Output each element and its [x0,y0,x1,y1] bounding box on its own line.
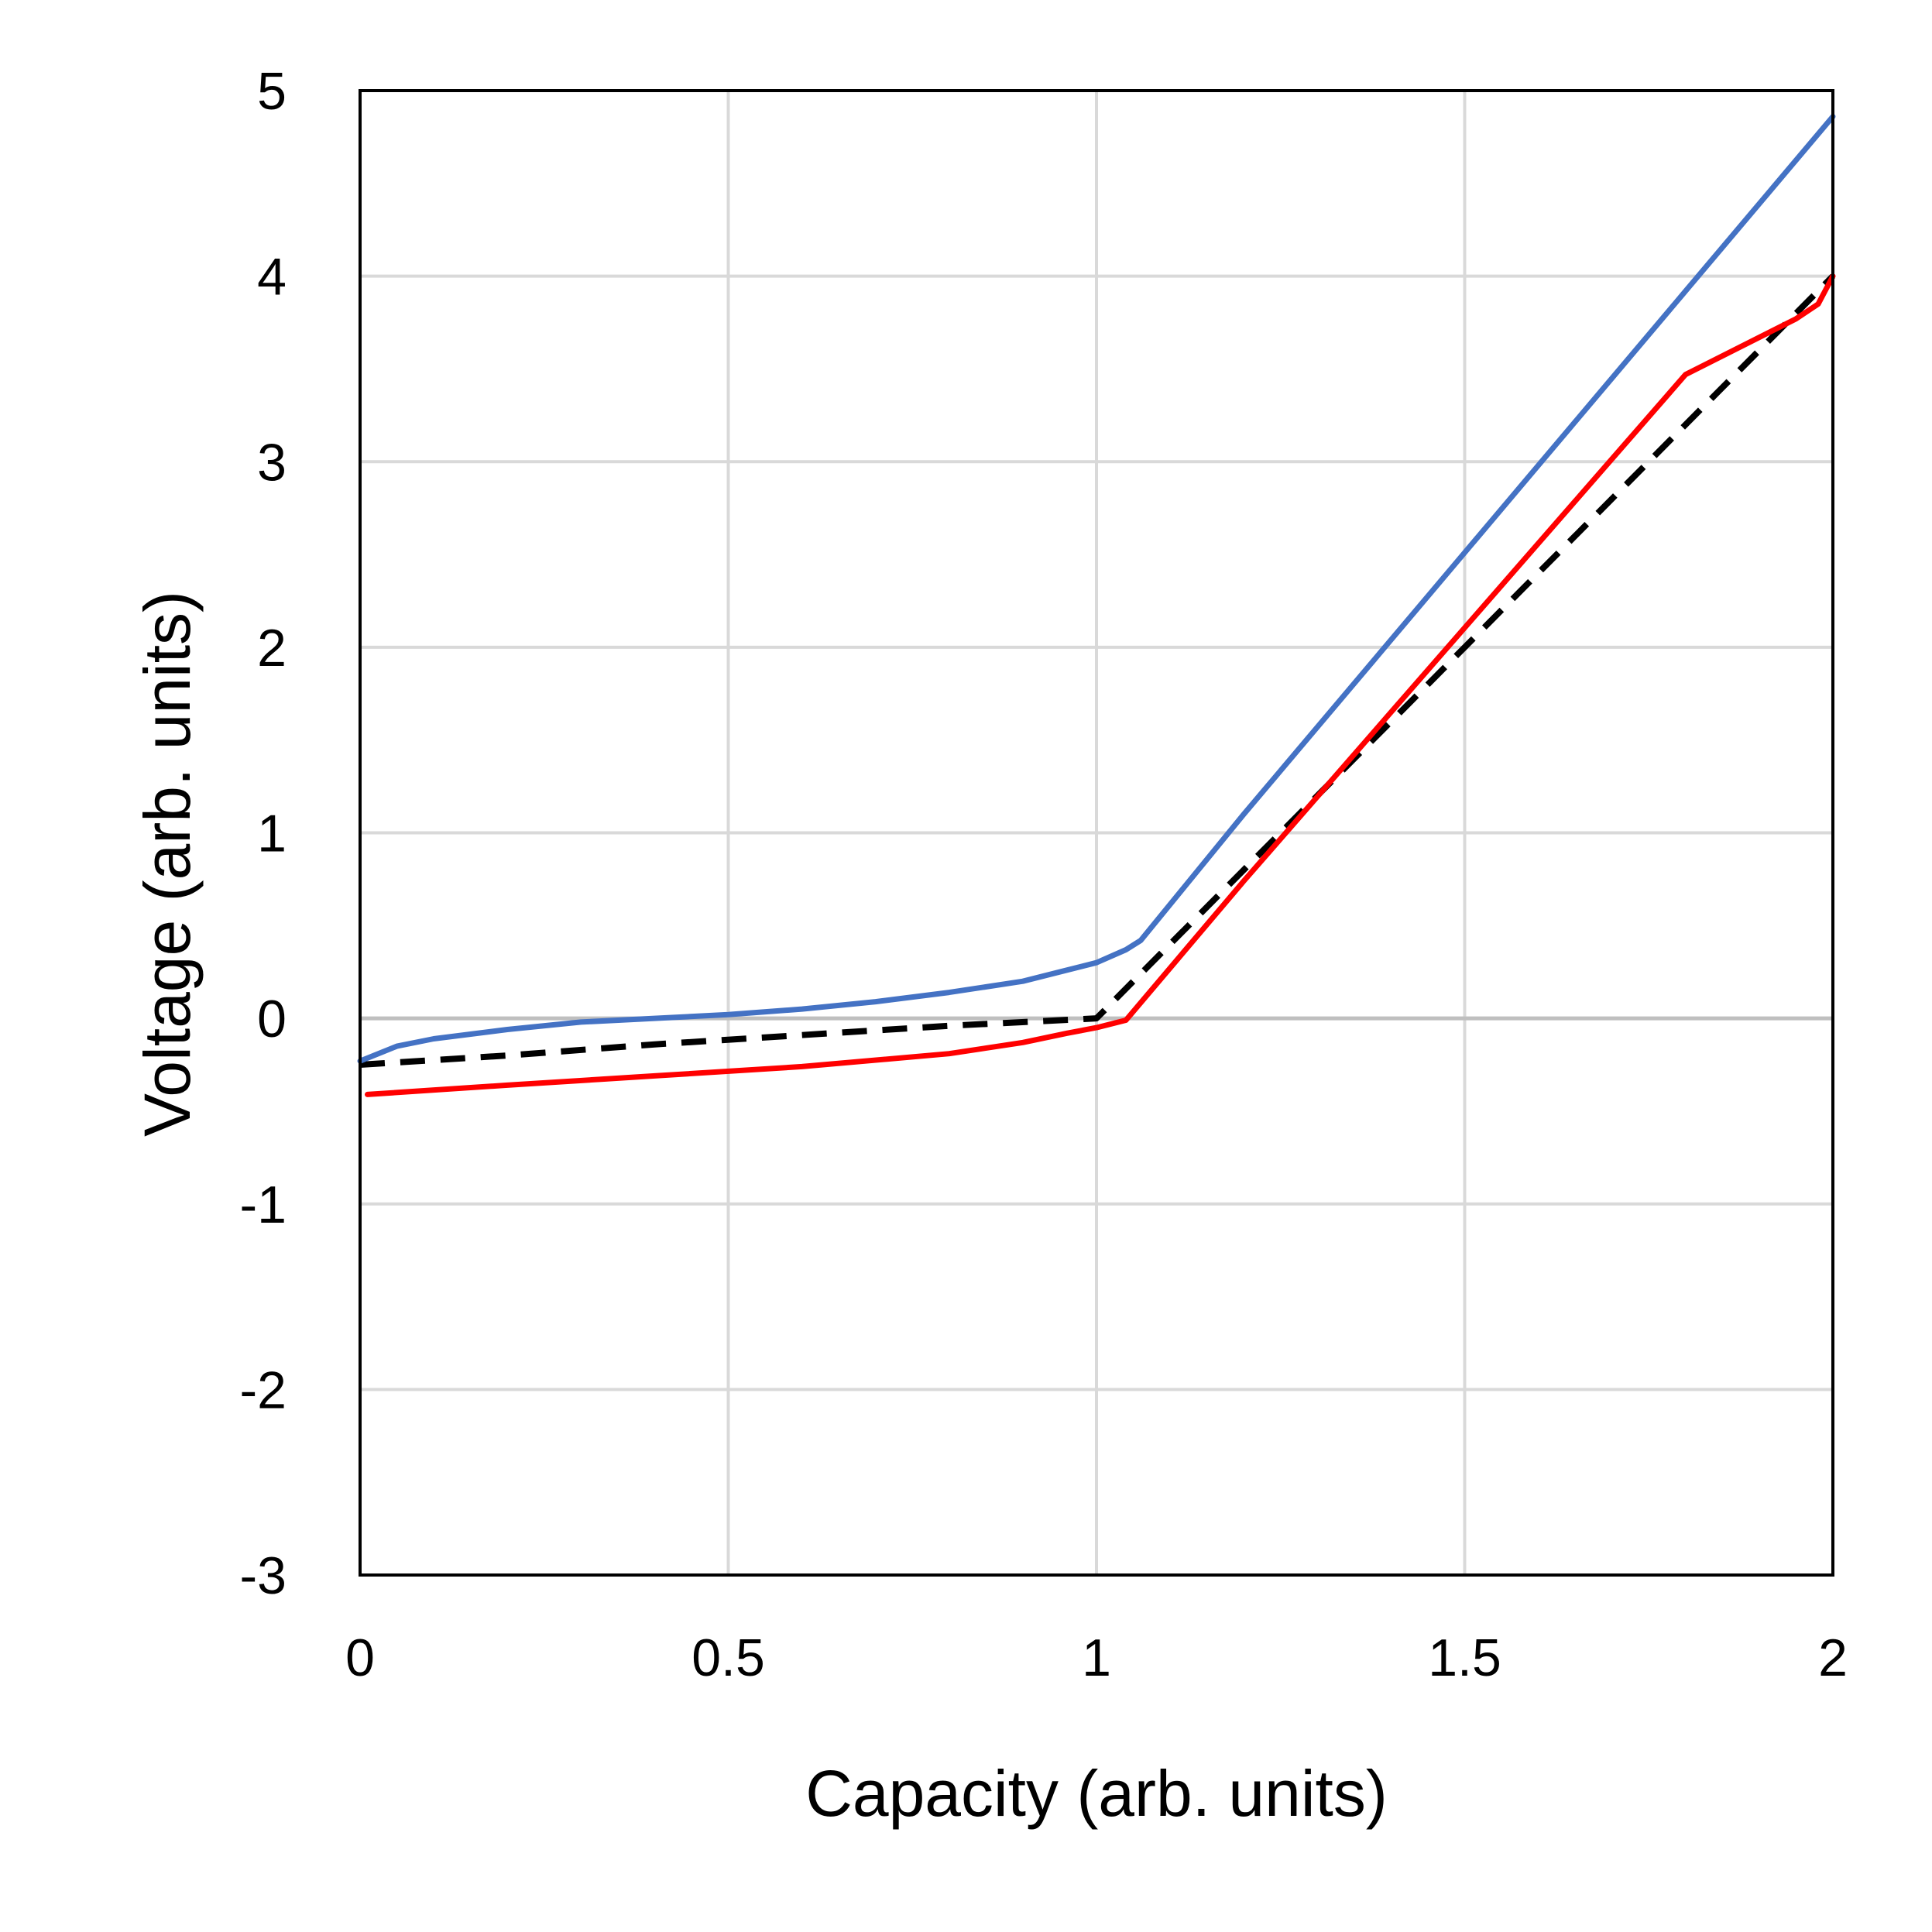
y-tick-label: -2 [240,1361,287,1419]
series-lines [357,114,1836,1097]
y-tick-label: 5 [257,62,287,121]
y-tick-label: 0 [257,990,287,1048]
y-tick-label: 4 [257,248,287,307]
y-tick-label: -1 [240,1175,287,1234]
x-axis-title: Capacity (arb. units) [805,1757,1388,1830]
series-line-3 [365,273,1836,1097]
x-tick-label: 0 [345,1628,375,1687]
x-tick-label: 2 [1818,1628,1848,1687]
series-line-2 [359,273,1835,1068]
y-tick-label: 2 [257,619,287,678]
y-axis-title: Voltage (arb. units) [131,591,204,1137]
grid-lines [359,89,1834,1577]
x-tick-label: 1 [1082,1628,1111,1687]
y-tick-label: -3 [240,1546,287,1605]
y-tick-label: 3 [257,433,287,492]
x-tick-label: 1.5 [1428,1628,1501,1687]
series-line-1 [357,114,1836,1064]
plot-frame [359,89,1834,1577]
x-tick-label: 0.5 [691,1628,765,1687]
x-tick-labels: 0 0.5 1 1.5 2 [345,1628,1848,1687]
y-tick-labels: -3 -2 -1 0 1 2 3 4 5 [240,62,287,1605]
y-tick-label: 1 [257,805,287,863]
